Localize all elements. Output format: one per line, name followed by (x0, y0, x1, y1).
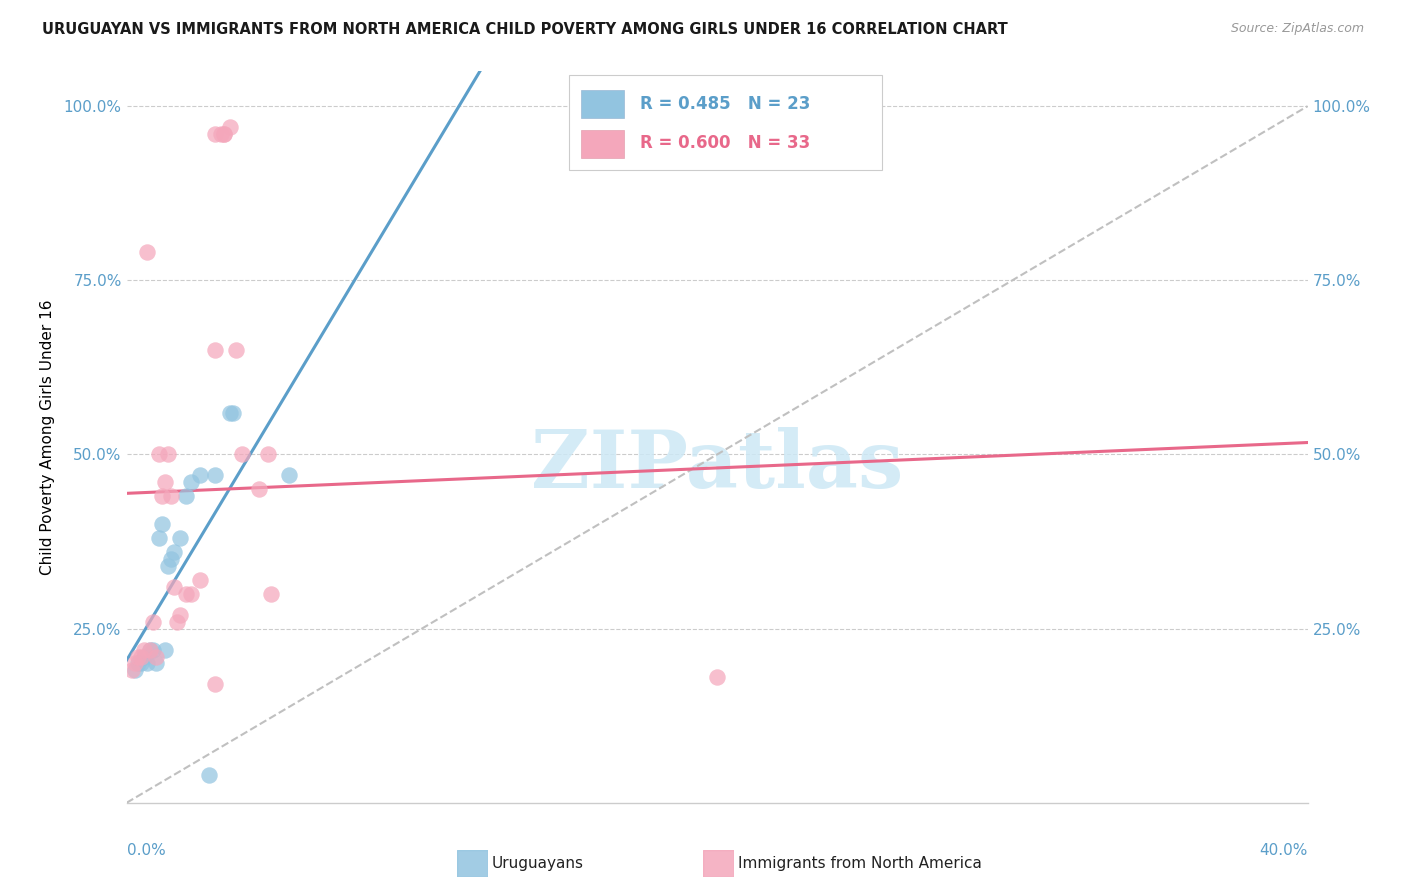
Point (134, 642, 156, 657)
Point (169, 607, 191, 622)
Point (209, 127, 232, 141)
Point (145, 649, 167, 664)
Point (204, 127, 226, 141)
Point (145, 657, 167, 671)
Point (153, 475, 176, 490)
Point (156, 558, 179, 573)
Text: Immigrants from North America: Immigrants from North America (738, 856, 981, 871)
Point (139, 642, 162, 657)
Point (188, 573, 211, 587)
Point (218, 406, 242, 420)
FancyBboxPatch shape (581, 90, 624, 118)
Point (124, 657, 146, 671)
Point (163, 545, 186, 559)
Point (136, 245, 159, 260)
Point (142, 642, 165, 657)
Point (222, 406, 245, 420)
Point (257, 448, 280, 462)
Point (134, 649, 156, 664)
Point (198, 768, 221, 782)
Point (212, 127, 235, 141)
Point (160, 489, 183, 503)
Text: 40.0%: 40.0% (1260, 843, 1308, 858)
Point (142, 615, 165, 629)
Point (166, 615, 188, 629)
Point (706, 670, 728, 684)
Point (136, 657, 159, 671)
FancyBboxPatch shape (569, 75, 883, 170)
Point (204, 468, 226, 483)
Point (180, 475, 202, 490)
Text: Uruguayans: Uruguayans (492, 856, 583, 871)
Point (218, 120, 242, 134)
Point (174, 489, 197, 503)
Point (225, 343, 247, 357)
Point (124, 664, 146, 678)
Text: Source: ZipAtlas.com: Source: ZipAtlas.com (1230, 22, 1364, 36)
Point (139, 642, 162, 657)
Point (127, 649, 149, 664)
Point (247, 483, 270, 497)
Point (160, 552, 183, 566)
Point (260, 587, 283, 601)
Point (150, 517, 173, 532)
Text: URUGUAYAN VS IMMIGRANTS FROM NORTH AMERICA CHILD POVERTY AMONG GIRLS UNDER 16 CO: URUGUAYAN VS IMMIGRANTS FROM NORTH AMERI… (42, 22, 1008, 37)
Point (188, 468, 211, 483)
Point (204, 343, 226, 357)
Point (163, 580, 186, 594)
Text: ZIPatlas: ZIPatlas (531, 427, 903, 506)
Point (169, 531, 191, 545)
Point (127, 657, 149, 671)
Point (150, 489, 173, 503)
Y-axis label: Child Poverty Among Girls Under 16: Child Poverty Among Girls Under 16 (41, 300, 55, 574)
Point (174, 587, 197, 601)
Point (129, 657, 153, 671)
Point (121, 664, 143, 678)
Point (153, 642, 176, 657)
Point (231, 448, 253, 462)
Point (148, 448, 170, 462)
FancyBboxPatch shape (581, 130, 624, 158)
Point (212, 127, 235, 141)
Point (204, 677, 226, 691)
Point (129, 649, 153, 664)
Text: 0.0%: 0.0% (127, 843, 166, 858)
Text: R = 0.485   N = 23: R = 0.485 N = 23 (640, 95, 811, 112)
Text: R = 0.600   N = 33: R = 0.600 N = 33 (640, 135, 810, 153)
Point (148, 531, 170, 545)
Point (180, 587, 202, 601)
Point (278, 468, 301, 483)
Point (156, 448, 179, 462)
